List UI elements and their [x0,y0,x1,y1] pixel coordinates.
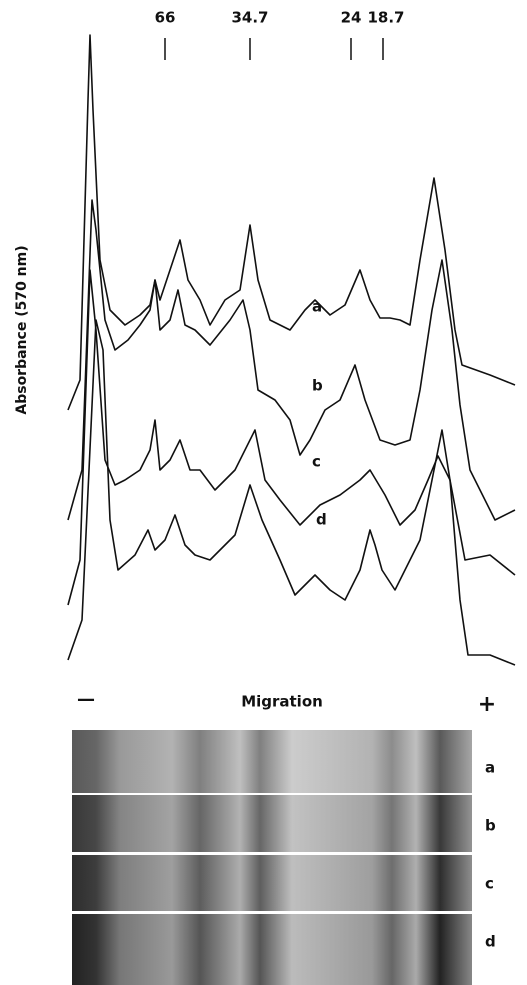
trace-label: c [312,453,321,471]
minus-sign: — [77,689,95,710]
figure: 66 34.7 24 18.7 Absorbance (570 nm) a b … [0,0,527,985]
plus-sign: + [478,692,496,717]
gel-label: b [485,817,496,835]
trace-label: a [312,298,322,316]
marker-label: 66 [155,9,176,27]
y-axis-label: Absorbance (570 nm) [14,245,30,414]
gel [72,730,472,985]
marker-ticks [165,38,383,60]
gel-label: d [485,933,496,951]
marker-label: 34.7 [231,9,268,27]
trace-label: b [312,377,323,395]
trace-label: d [316,511,327,529]
x-axis-label: Migration [241,693,323,711]
marker-label: 18.7 [367,9,404,27]
trace [68,35,515,410]
gel-label: a [485,759,495,777]
trace [68,320,515,665]
marker-label: 24 [341,9,362,27]
gel-label: c [485,875,494,893]
